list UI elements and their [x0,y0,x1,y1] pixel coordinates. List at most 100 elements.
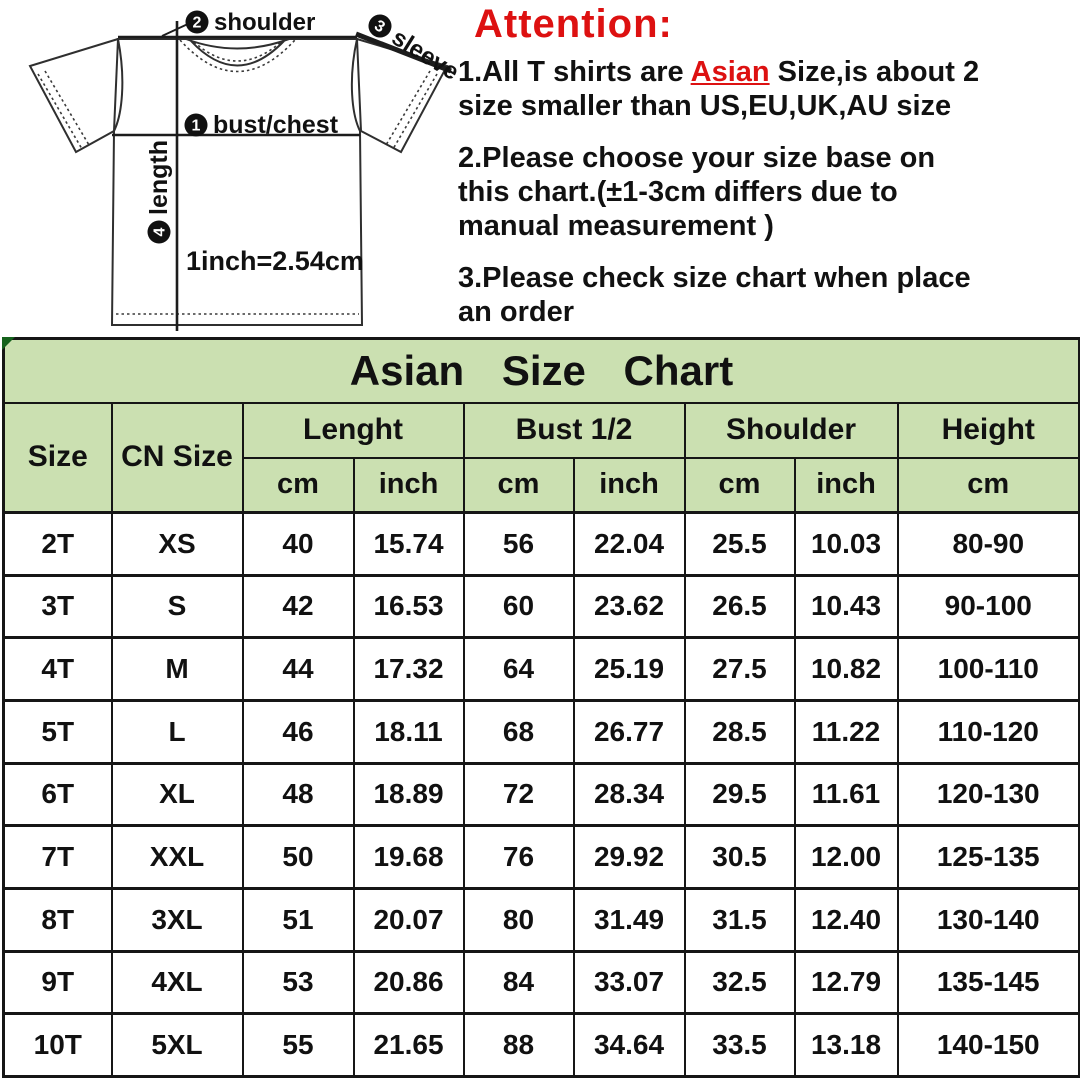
cell-shoulder-cm: 27.5 [683,636,796,702]
cell-size: 6T [2,761,113,827]
cell-size: 7T [2,824,113,890]
shoulder-label: shoulder [214,9,315,36]
table-header-group-row: Size CN Size Lenght Bust 1/2 Shoulder He… [2,401,1080,514]
unit-header-cm: cm [462,456,575,514]
cell-shoulder-cm: 32.5 [683,949,796,1015]
cell-shoulder-cm: 29.5 [683,761,796,827]
cell-cn-size: 5XL [110,1012,244,1078]
cell-length-cm: 51 [241,886,355,953]
table-row: 7T XXL 50 19.68 76 29.92 30.5 12.00 125-… [2,824,1080,890]
right-cuff-stitch [392,73,438,150]
cell-length-inch: 17.32 [352,636,465,702]
collar-outer-stitch [179,39,296,73]
cell-shoulder-cm: 31.5 [683,886,796,953]
length-label: length [145,140,173,215]
cell-height-cm: 120-130 [896,761,1080,827]
cell-bust-inch: 34.64 [572,1012,686,1078]
cell-shoulder-inch: 12.40 [793,886,899,953]
unit-header-inch: inch [793,456,899,514]
cell-size: 5T [2,698,113,765]
cell-bust-inch: 28.34 [572,761,686,827]
cell-height-cm: 135-145 [896,949,1080,1015]
bust-chest-label: bust/chest [213,111,339,139]
cell-shoulder-cm: 26.5 [683,573,796,639]
attention-point-2-line-3: manual measurement ) [458,210,774,242]
unit-header-cm: cm [683,456,796,514]
shirt-body-shape [110,38,364,326]
circled-1-icon [184,113,208,137]
cell-cn-size: XL [110,761,244,827]
cell-length-inch: 20.07 [352,886,465,953]
cell-bust-inch: 31.49 [572,886,686,953]
attention-point-2: 2.Please choose your size base on this c… [458,141,1076,243]
cell-shoulder-cm: 30.5 [683,824,796,890]
back-collar-line [185,38,290,50]
cell-height-cm: 80-90 [896,511,1080,577]
cell-bust-cm: 88 [462,1012,575,1078]
cell-length-cm: 40 [241,511,355,577]
attention-block: Attention: 1.All T shirts are Asian Size… [458,2,1076,329]
col-header-shoulder: Shoulder [683,401,899,459]
attention-point-1: 1.All T shirts are Asian Size,is about 2… [458,55,1076,123]
col-header-height: Height [896,401,1080,459]
point-1-highlight-asian: Asian [690,56,770,88]
cell-shoulder-cm: 25.5 [683,511,796,577]
cell-height-cm: 130-140 [896,886,1080,953]
length-marker: 4 length [145,140,173,244]
table-title-row: Asian Size Chart [2,337,1080,404]
cell-height-cm: 110-120 [896,698,1080,765]
cell-height-cm: 125-135 [896,824,1080,890]
cell-cn-size: 3XL [110,886,244,953]
table-header-unit-row: cm inch cm inch cm inch cm [4,456,1080,514]
attention-point-2-line-2: this chart.(±1-3cm differs due to [458,176,898,208]
col-header-size: Size [2,401,113,514]
cell-shoulder-cm: 33.5 [683,1012,796,1078]
left-cuff-stitch [37,73,83,150]
table-row: 10T 5XL 55 21.65 88 34.64 33.5 13.18 140… [2,1012,1080,1078]
cell-bust-inch: 22.04 [572,511,686,577]
cell-height-cm: 90-100 [896,573,1080,639]
cell-size: 10T [2,1012,113,1078]
cell-bust-cm: 84 [462,949,575,1015]
cell-cn-size: 4XL [110,949,244,1015]
cell-length-cm: 42 [241,573,355,639]
cell-size: 9T [2,949,113,1015]
attention-point-2-line-1: 2.Please choose your size base on [458,142,936,174]
circled-4-icon [147,220,171,244]
cell-length-cm: 48 [241,761,355,827]
cell-shoulder-inch: 10.03 [793,511,899,577]
point-1-prefix: 1.All T shirts are [458,56,691,88]
point-1-suffix: Size,is about 2 [769,56,980,88]
col-header-cn-size: CN Size [110,401,244,514]
cell-bust-cm: 56 [462,511,575,577]
cell-length-cm: 50 [241,824,355,890]
cell-bust-cm: 68 [462,698,575,765]
cell-bust-inch: 29.92 [572,824,686,890]
table-row: 4T M 44 17.32 64 25.19 27.5 10.82 100-11… [2,636,1080,702]
cell-cn-size: XS [110,511,244,577]
cell-bust-cm: 60 [462,573,575,639]
table-row: 9T 4XL 53 20.86 84 33.07 32.5 12.79 135-… [2,949,1080,1015]
front-collar-line [190,40,285,67]
cell-bust-cm: 76 [462,824,575,890]
attention-point-3-line-2: an order [458,296,575,328]
cell-cn-size: XXL [110,824,244,890]
cell-size: 4T [2,636,113,702]
cell-cn-size: S [110,573,244,639]
corner-accent-icon [2,337,15,350]
table-row: 2T XS 40 15.74 56 22.04 25.5 10.03 80-90 [2,511,1080,577]
left-sleeve-shape [28,37,120,154]
top-section: 2 shoulder 3 sleeve 1 bust/chest 4 lengt… [0,0,1080,337]
cell-shoulder-inch: 11.61 [793,761,899,827]
attention-title: Attention: [474,2,673,46]
cell-length-cm: 55 [241,1012,355,1078]
cell-height-cm: 100-110 [896,636,1080,702]
table-row: 8T 3XL 51 20.07 80 31.49 31.5 12.40 130-… [2,886,1080,953]
unit-header-cm: cm [896,456,1080,514]
collar-inner-stitch [193,41,282,62]
cell-length-inch: 16.53 [352,573,465,639]
cell-shoulder-inch: 10.82 [793,636,899,702]
cell-bust-cm: 72 [462,761,575,827]
right-cuff-stitch [385,70,431,146]
cell-size: 3T [2,573,113,639]
